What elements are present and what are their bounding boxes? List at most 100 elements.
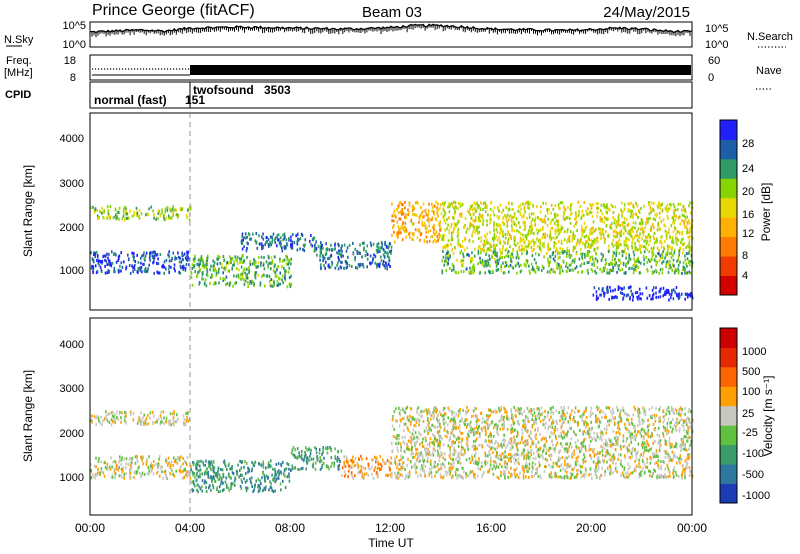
velocity-cell <box>461 416 463 420</box>
velocity-cell <box>260 463 263 467</box>
power-cell <box>365 249 367 253</box>
power-cell <box>495 243 498 247</box>
power-cell <box>198 263 201 267</box>
velocity-cell <box>157 465 160 469</box>
power-cell <box>216 262 219 266</box>
power-cell <box>606 211 608 215</box>
velocity-cell <box>111 465 113 469</box>
power-cell <box>572 249 574 253</box>
power-cell <box>622 250 625 254</box>
velocity-cell <box>204 479 206 483</box>
velocity-cell <box>396 443 398 446</box>
velocity-cell <box>683 468 686 472</box>
power-cell <box>560 224 563 228</box>
power-cell <box>505 216 507 220</box>
velocity-cell <box>160 420 162 424</box>
velocity-cell <box>409 414 411 418</box>
velocity-cell <box>267 475 270 479</box>
nsky-label: N.Sky <box>4 34 34 46</box>
power-cell <box>669 207 671 211</box>
power-cell <box>114 208 117 212</box>
power-cell <box>420 212 423 216</box>
power-cell <box>411 222 414 226</box>
velocity-cell <box>512 415 514 419</box>
station-title: Prince George (fitACF) <box>92 2 255 19</box>
power-cell <box>559 207 561 211</box>
power-cell <box>625 236 627 240</box>
power-cell <box>283 245 285 249</box>
power-cell <box>689 211 692 215</box>
power-cell <box>598 287 600 291</box>
velocity-cell <box>359 470 361 474</box>
power-cell <box>225 266 227 270</box>
velocity-cell <box>454 422 457 426</box>
velocity-cell <box>569 471 572 475</box>
power-cell <box>206 263 208 266</box>
power-cell <box>622 210 624 214</box>
power-cell <box>574 216 577 220</box>
velocity-cell <box>176 461 179 465</box>
power-cell <box>451 269 453 272</box>
power-cell <box>338 252 340 256</box>
power-cell <box>671 246 673 250</box>
velocity-cell <box>135 470 138 473</box>
power-cell <box>603 205 606 209</box>
velocity-cell <box>296 455 299 459</box>
power-cell <box>686 271 688 275</box>
power-cell <box>510 237 512 241</box>
power-cell <box>564 250 566 254</box>
velocity-cell <box>97 416 100 420</box>
power-cell <box>631 293 633 297</box>
velocity-cell <box>471 444 474 448</box>
power-cell <box>689 230 691 234</box>
velocity-cell <box>387 473 389 477</box>
velocity-cell <box>185 463 188 466</box>
power-cell <box>502 221 505 225</box>
power-cell <box>586 240 589 244</box>
power-cell <box>244 232 247 236</box>
power-cell <box>431 216 434 220</box>
power-cell <box>186 254 188 258</box>
velocity-cell <box>95 423 97 426</box>
power-cell <box>315 248 317 252</box>
power-cell <box>659 288 662 291</box>
velocity-cell <box>570 445 573 449</box>
velocity-cell <box>588 435 591 439</box>
velocity-cell <box>212 475 215 478</box>
power-cell <box>446 249 449 253</box>
power-cell <box>636 233 638 237</box>
power-cell <box>621 214 623 218</box>
velocity-cell <box>513 457 515 461</box>
power-cell <box>242 238 244 242</box>
velocity-cell <box>300 467 303 471</box>
power-cell <box>557 225 559 229</box>
power-cell <box>508 270 510 274</box>
power-cell <box>512 266 515 270</box>
velocity-cell <box>167 463 169 467</box>
velocity-cell <box>253 463 256 467</box>
velocity-cell <box>401 465 403 469</box>
power-cell <box>230 257 232 261</box>
velocity-cell <box>438 468 440 471</box>
velocity-cell <box>551 432 553 436</box>
power-cell <box>125 265 128 269</box>
velocity-cell <box>211 479 213 483</box>
power-cell <box>186 216 189 219</box>
power-cell <box>616 270 618 274</box>
velocity-cell <box>230 466 232 470</box>
velocity-cell <box>130 461 133 465</box>
power-cell <box>485 262 487 266</box>
velocity-cell <box>301 457 303 461</box>
power-cell <box>665 292 667 296</box>
velocity-cell <box>97 471 99 475</box>
velocity-cell <box>204 472 206 476</box>
power-cell <box>518 245 520 249</box>
velocity-cell <box>205 469 207 473</box>
power-cell <box>663 240 666 244</box>
velocity-cell <box>259 479 261 483</box>
velocity-cell <box>124 417 126 421</box>
velocity-cell <box>668 410 670 413</box>
velocity-cell <box>239 484 242 488</box>
power-cell <box>553 244 556 248</box>
power-cell <box>286 243 289 247</box>
